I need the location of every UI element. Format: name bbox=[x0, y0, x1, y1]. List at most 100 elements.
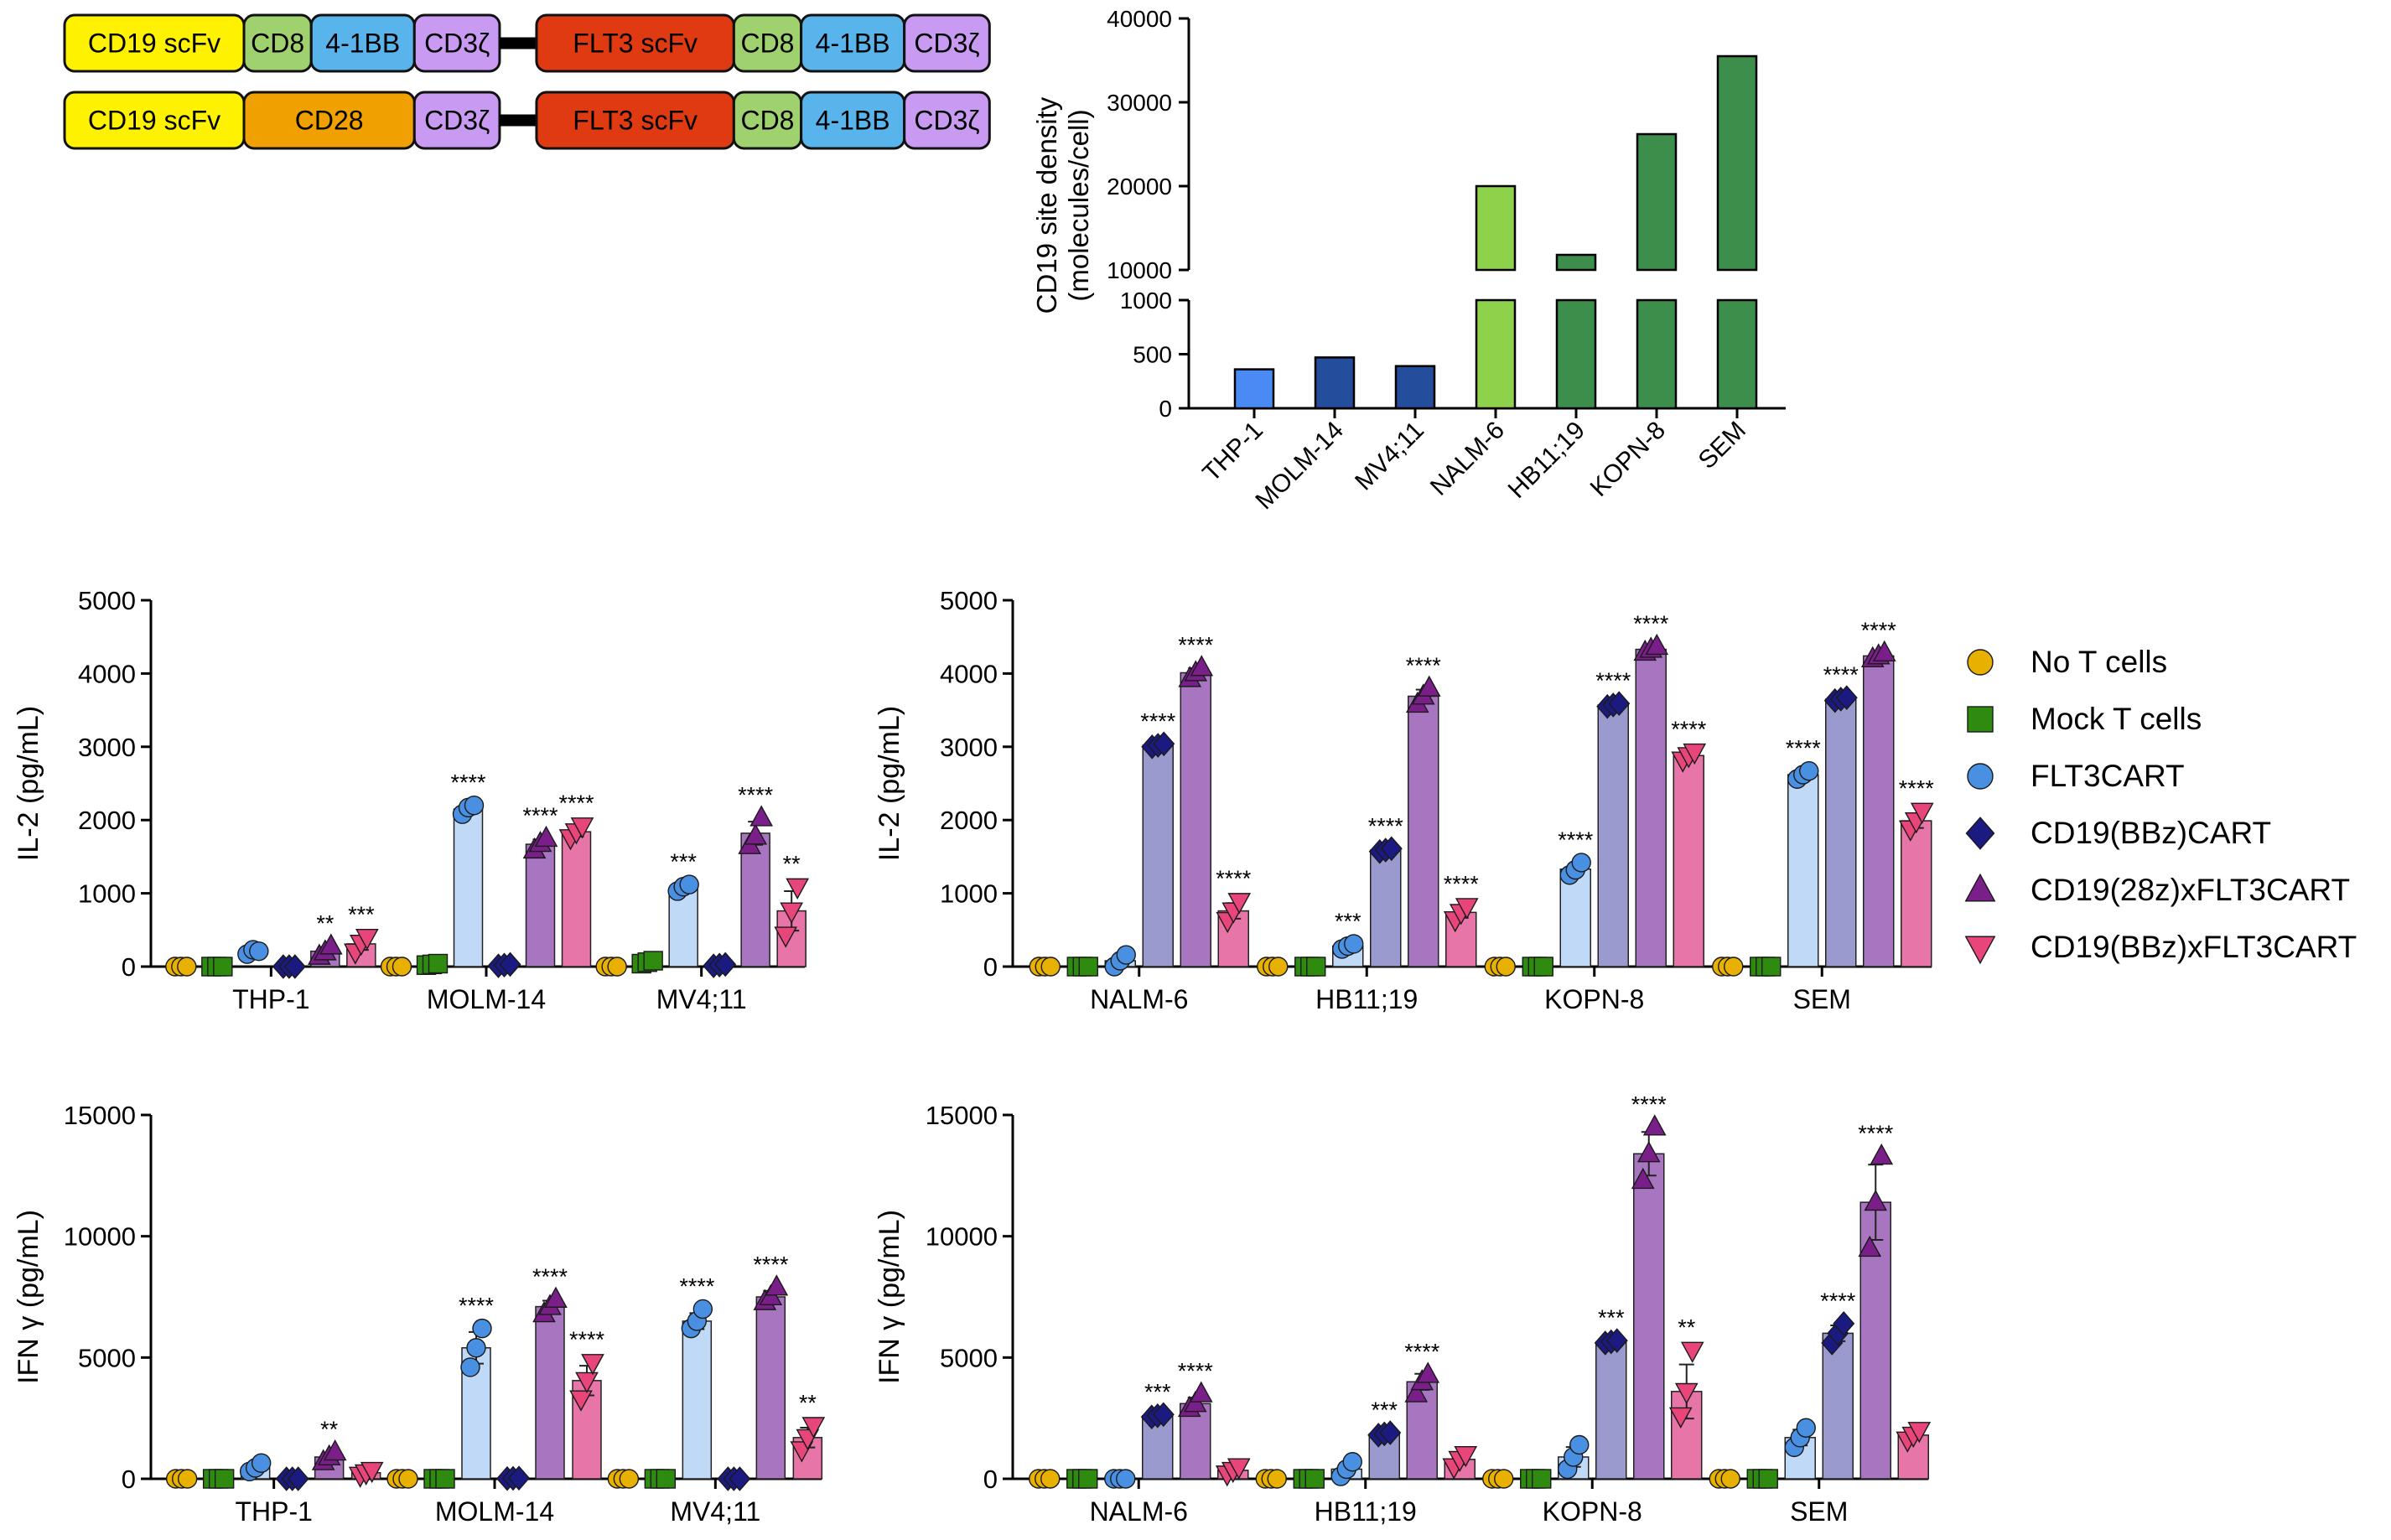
data-point bbox=[1864, 1189, 1888, 1211]
data-point bbox=[464, 796, 485, 816]
data-point bbox=[1796, 1418, 1816, 1438]
y-tick-label: 0 bbox=[1159, 396, 1172, 422]
bar bbox=[1716, 54, 1758, 272]
significance-label: **** bbox=[450, 770, 486, 796]
bar bbox=[525, 843, 556, 967]
data-point bbox=[534, 825, 558, 848]
data-point bbox=[1642, 1114, 1667, 1136]
data-point bbox=[1078, 957, 1098, 977]
construct-segment-label: FLT3 scFv bbox=[573, 29, 698, 59]
data-point bbox=[1833, 1311, 1855, 1336]
data-point bbox=[1455, 898, 1479, 920]
x-tick-label: KOPN-8 bbox=[1585, 417, 1671, 502]
bar-lower-segment bbox=[1555, 298, 1597, 410]
y-tick-label: 5000 bbox=[940, 1343, 998, 1372]
data-point bbox=[1342, 1452, 1362, 1472]
y-axis-label-line: (molecules/cell) bbox=[1063, 109, 1094, 301]
data-point bbox=[1631, 1167, 1655, 1190]
data-point bbox=[1040, 1469, 1061, 1489]
data-point bbox=[360, 1461, 384, 1484]
cd19-density-chart: 0 500 1000 10000 20000 30000 40000 CD19 site de… bbox=[1031, 6, 1786, 515]
data-point bbox=[1758, 1469, 1778, 1489]
significance-label: ** bbox=[799, 1390, 817, 1415]
y-tick-label: 1000 bbox=[940, 879, 998, 909]
y-tick-label: 4000 bbox=[78, 659, 136, 688]
car-constructs: CD19 scFv CD8 4-1BB CD3ζ FLT3 scFv CD8 4-1BB CD… bbox=[63, 13, 991, 150]
data-point bbox=[1680, 1341, 1704, 1363]
data-point bbox=[780, 902, 803, 924]
significance-label: ** bbox=[316, 911, 335, 936]
construct-segment-label: CD8 bbox=[740, 106, 794, 136]
legend-marker bbox=[1964, 873, 1996, 902]
x-tick-label: HB11;19 bbox=[1315, 984, 1418, 1014]
y-axis-label: CD19 site density(molecules/cell) bbox=[1031, 96, 1094, 314]
significance-label: **** bbox=[1140, 708, 1176, 734]
significance-label: *** bbox=[670, 849, 697, 874]
legend-label: Mock T cells bbox=[2031, 702, 2202, 736]
data-point bbox=[1532, 1469, 1552, 1489]
data-point bbox=[1267, 1469, 1287, 1489]
data-point bbox=[1645, 633, 1669, 656]
bar-lower-segment bbox=[1636, 298, 1678, 410]
significance-label: **** bbox=[1178, 1359, 1214, 1384]
bar bbox=[453, 808, 484, 967]
bar bbox=[1787, 774, 1819, 967]
significance-label: **** bbox=[1786, 736, 1822, 761]
data-point bbox=[1344, 934, 1364, 954]
data-point bbox=[1872, 640, 1896, 661]
y-tick-label: 1000 bbox=[78, 879, 136, 909]
x-tick-label: MV4;11 bbox=[1350, 417, 1429, 496]
data-point bbox=[1040, 957, 1061, 977]
y-tick-label: 5000 bbox=[78, 586, 136, 615]
y-axis-label: IFN γ (pg/mL) bbox=[874, 1210, 905, 1384]
significance-label: **** bbox=[1444, 871, 1480, 896]
data-point bbox=[714, 951, 737, 977]
construct-segment-label: CD19 scFv bbox=[88, 106, 220, 136]
data-point bbox=[355, 928, 379, 951]
legend-label: No T cells bbox=[2031, 645, 2167, 679]
data-point bbox=[1608, 691, 1631, 717]
x-tick-label: KOPN-8 bbox=[1543, 1496, 1642, 1527]
significance-label: *** bbox=[1335, 909, 1361, 934]
legend-marker bbox=[1965, 817, 1995, 850]
bar bbox=[1595, 1340, 1627, 1480]
data-point bbox=[619, 1469, 640, 1489]
significance-label: **** bbox=[1823, 662, 1859, 687]
data-point bbox=[1870, 1143, 1894, 1165]
y-tick-label: 15000 bbox=[926, 1101, 998, 1130]
x-tick-label: THP-1 bbox=[235, 1496, 312, 1527]
bar bbox=[1635, 648, 1667, 967]
bar bbox=[740, 832, 770, 967]
legend-marker bbox=[1967, 706, 1994, 733]
data-point bbox=[1116, 1469, 1136, 1489]
significance-label: **** bbox=[1558, 827, 1594, 853]
construct-linker bbox=[499, 37, 537, 49]
legend-label: CD19(28z)xFLT3CART bbox=[2031, 873, 2350, 907]
data-point bbox=[1907, 1422, 1932, 1444]
y-tick-label: 20000 bbox=[1107, 174, 1172, 200]
x-tick-label: MV4;11 bbox=[670, 1496, 760, 1527]
bar bbox=[1597, 704, 1629, 967]
data-point bbox=[398, 1469, 418, 1489]
construct-segment-label: CD3ζ bbox=[424, 29, 490, 59]
significance-label: **** bbox=[1899, 776, 1935, 801]
data-point bbox=[1668, 1407, 1693, 1429]
x-tick-label: THP-1 bbox=[1197, 417, 1268, 488]
data-point bbox=[460, 1357, 480, 1377]
significance-label: *** bbox=[348, 902, 375, 927]
bar bbox=[755, 1296, 786, 1480]
data-point bbox=[1858, 1235, 1882, 1257]
legend: No T cells Mock T cells FLT3CART CD19(BBz)C… bbox=[1964, 645, 2357, 965]
data-point bbox=[786, 878, 809, 900]
data-point bbox=[1569, 1434, 1590, 1455]
bar bbox=[1673, 754, 1704, 967]
data-point bbox=[1761, 957, 1782, 977]
data-point bbox=[1683, 743, 1707, 765]
construct-segment-label: 4-1BB bbox=[816, 106, 890, 136]
legend-label: CD19(BBz)CART bbox=[2031, 816, 2271, 850]
data-point bbox=[643, 951, 663, 971]
data-point bbox=[287, 1466, 309, 1491]
data-point bbox=[1379, 1420, 1402, 1445]
data-point bbox=[692, 1299, 713, 1320]
data-point bbox=[1454, 1446, 1478, 1468]
